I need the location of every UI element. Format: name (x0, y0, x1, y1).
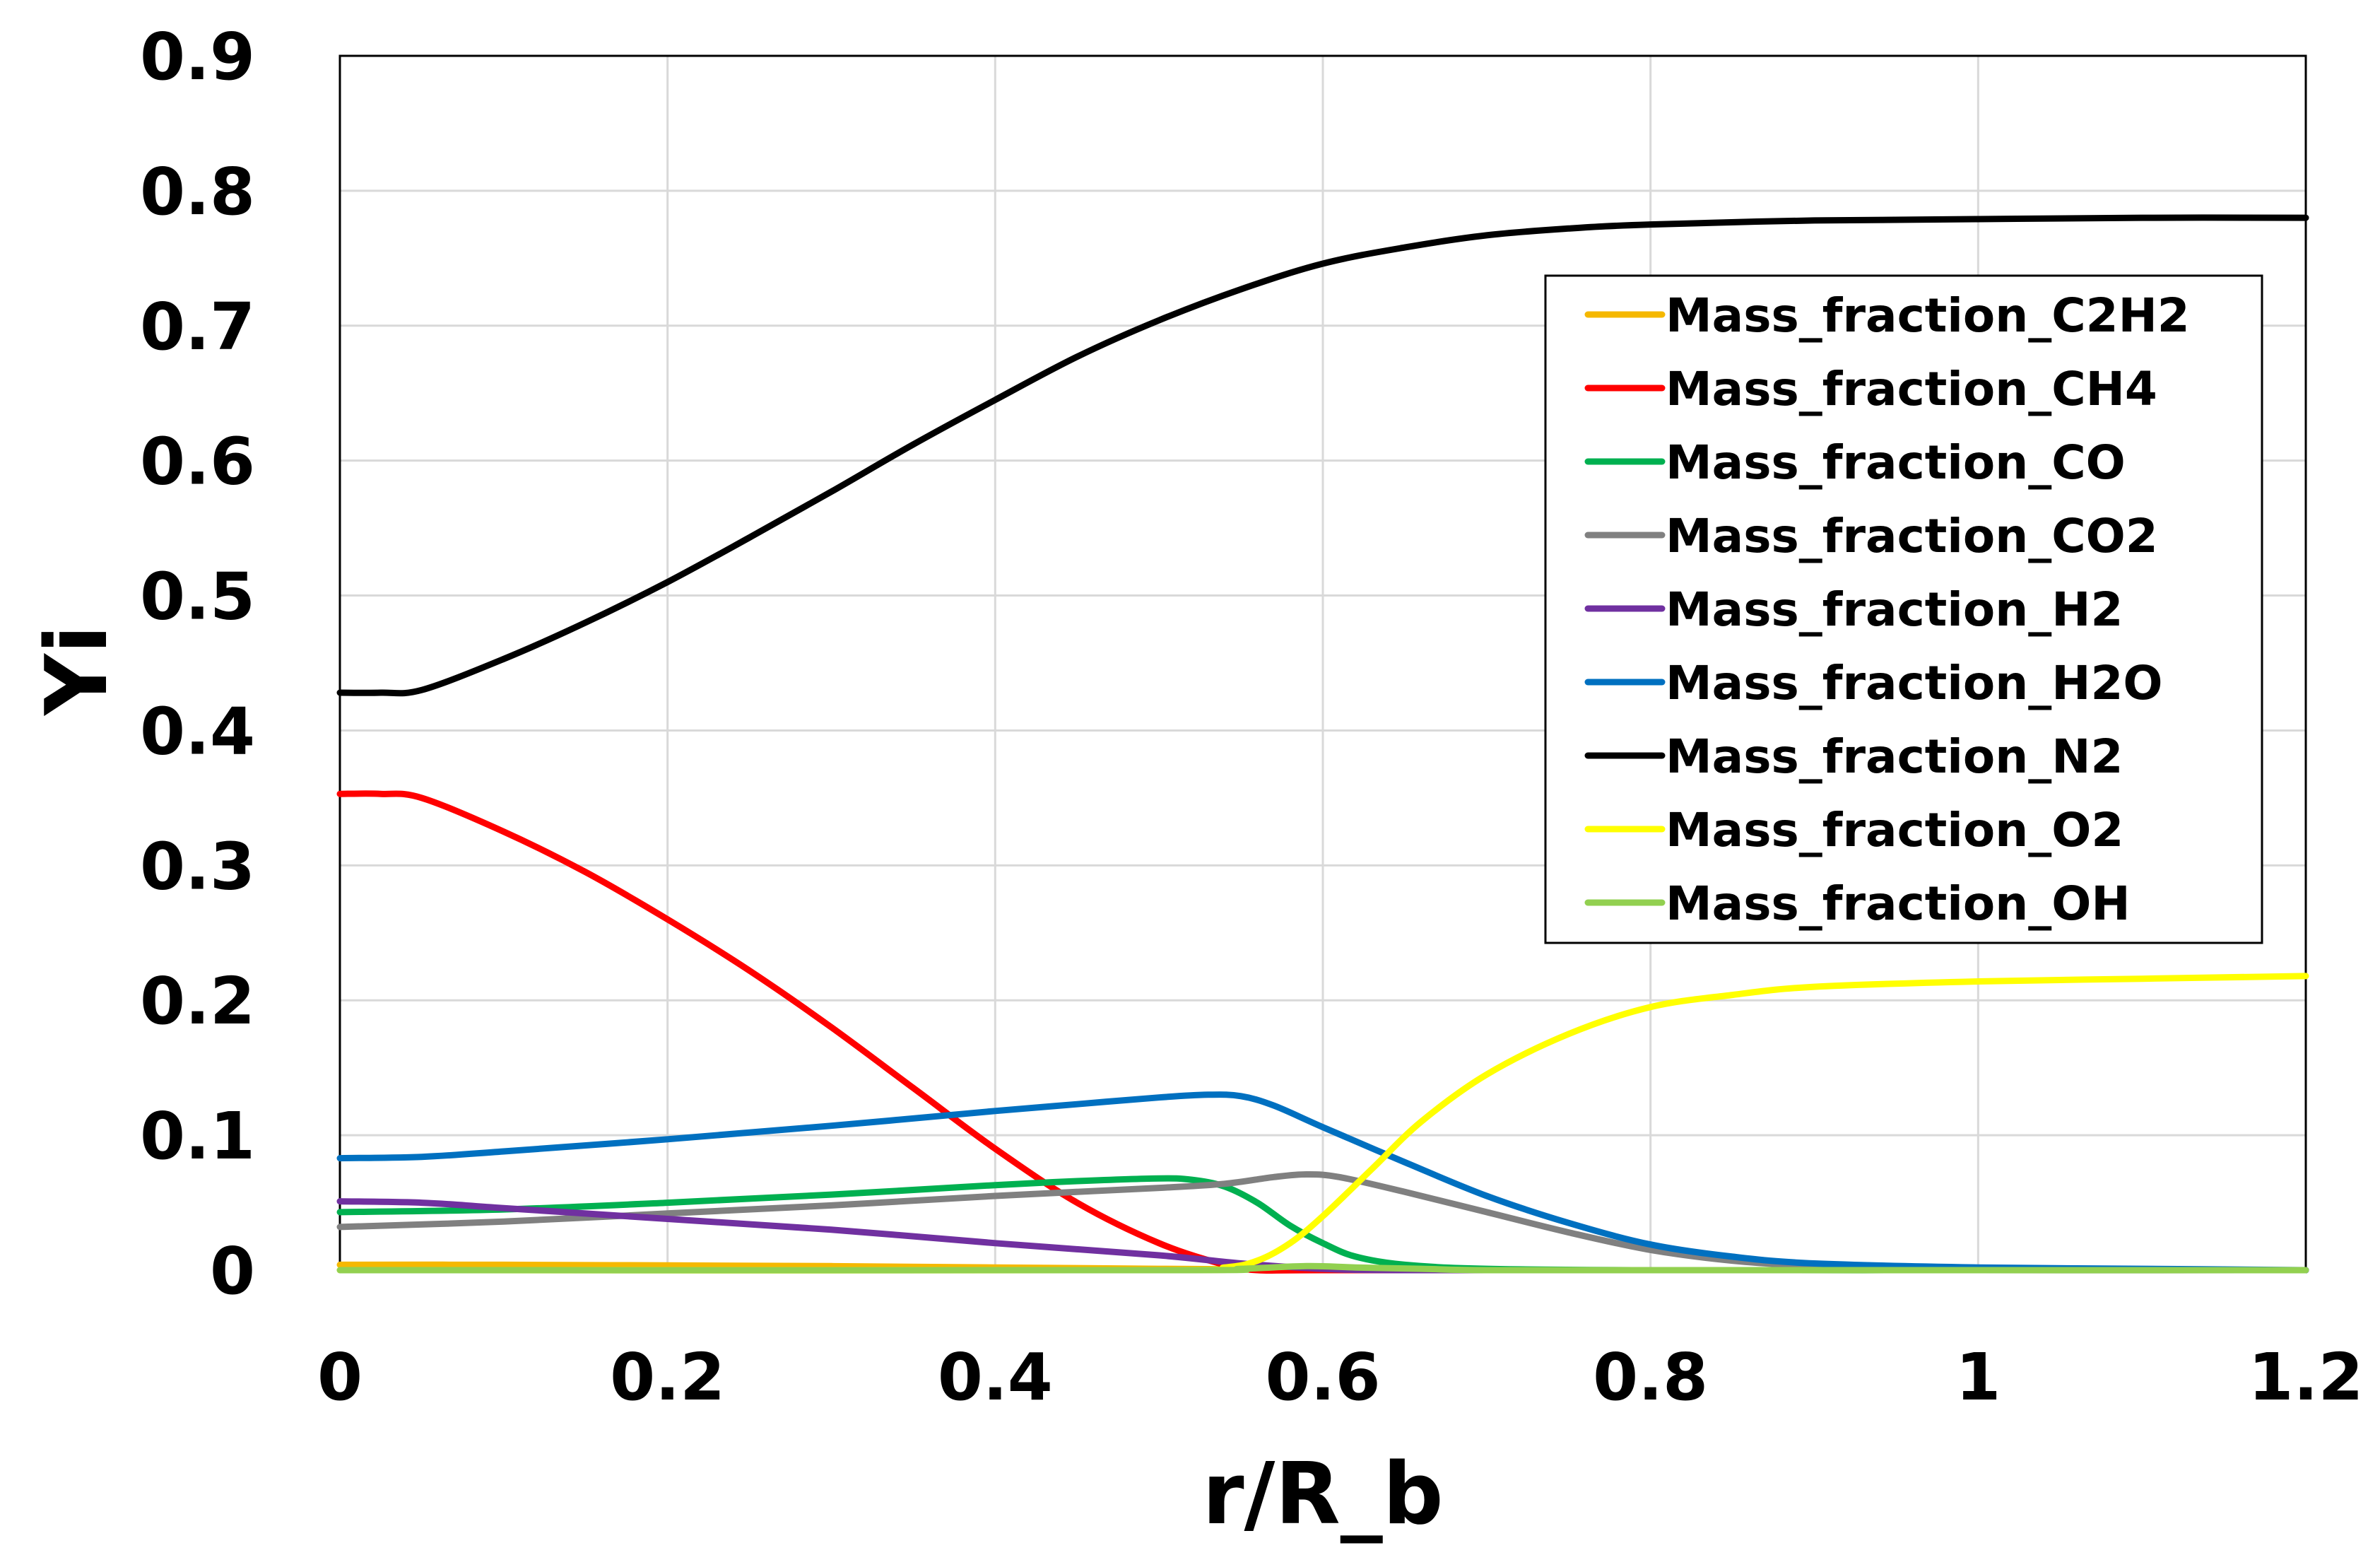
y-tick-label: 0.4 (140, 693, 255, 769)
y-tick-label: 0.9 (140, 19, 255, 95)
y-axis-label: Yi (28, 625, 126, 717)
legend-item: Mass_fraction_O2 (1584, 803, 2123, 857)
y-tick-label: 0.5 (140, 559, 255, 635)
y-tick-label: 0.1 (140, 1098, 255, 1174)
legend-item: Mass_fraction_C2H2 (1584, 288, 2190, 343)
legend-label: Mass_fraction_O2 (1666, 803, 2123, 857)
legend-item: Mass_fraction_H2 (1584, 582, 2123, 637)
legend-item: Mass_fraction_N2 (1584, 729, 2123, 784)
x-tick-label: 0.6 (1266, 1339, 1381, 1415)
y-tick-label: 0.2 (140, 963, 255, 1039)
x-tick-label: 0.4 (938, 1339, 1053, 1415)
y-axis-tick-labels: 0 0.1 0.2 0.3 0.4 0.5 0.6 0.7 0.8 0.9 (140, 19, 255, 1309)
series-line-mass-fraction-n2 (336, 214, 2309, 697)
legend-label: Mass_fraction_N2 (1666, 729, 2123, 784)
x-tick-label: 0.2 (610, 1339, 725, 1415)
y-tick-label: 0.3 (140, 828, 255, 904)
legend-item: Mass_fraction_OH (1584, 876, 2131, 931)
legend-label: Mass_fraction_CO (1666, 435, 2126, 490)
legend-item: Mass_fraction_CO2 (1584, 509, 2158, 563)
y-tick-label: 0.8 (140, 154, 255, 230)
legend-item: Mass_fraction_CH4 (1584, 362, 2157, 416)
series-line-mass-fraction-oh (336, 1262, 2309, 1274)
y-tick-label: 0.6 (140, 424, 255, 500)
legend-label: Mass_fraction_CH4 (1666, 362, 2157, 416)
legend-label: Mass_fraction_H2O (1666, 656, 2162, 710)
series-lines (336, 214, 2309, 1274)
x-axis-label: r/R_b (1202, 1445, 1443, 1544)
x-tick-label: 0.8 (1593, 1339, 1708, 1415)
x-axis-tick-labels: 0 0.2 0.4 0.6 0.8 1 1.2 (317, 1339, 2364, 1415)
x-tick-label: 1.2 (2249, 1339, 2364, 1415)
series-line-mass-fraction-h2o (336, 1091, 2309, 1274)
legend-item: Mass_fraction_H2O (1584, 656, 2162, 710)
x-tick-label: 1 (1955, 1339, 2001, 1415)
y-tick-label: 0.7 (140, 289, 255, 365)
legend-label: Mass_fraction_C2H2 (1666, 288, 2190, 343)
legend: Mass_fraction_C2H2 Mass_fraction_CH4 Mass_… (1544, 274, 2263, 944)
legend-label: Mass_fraction_CO2 (1666, 509, 2158, 563)
legend-label: Mass_fraction_OH (1666, 876, 2131, 931)
x-tick-label: 0 (317, 1339, 363, 1415)
legend-item: Mass_fraction_CO (1584, 435, 2126, 490)
y-tick-label: 0 (210, 1233, 255, 1309)
legend-label: Mass_fraction_H2 (1666, 582, 2123, 637)
